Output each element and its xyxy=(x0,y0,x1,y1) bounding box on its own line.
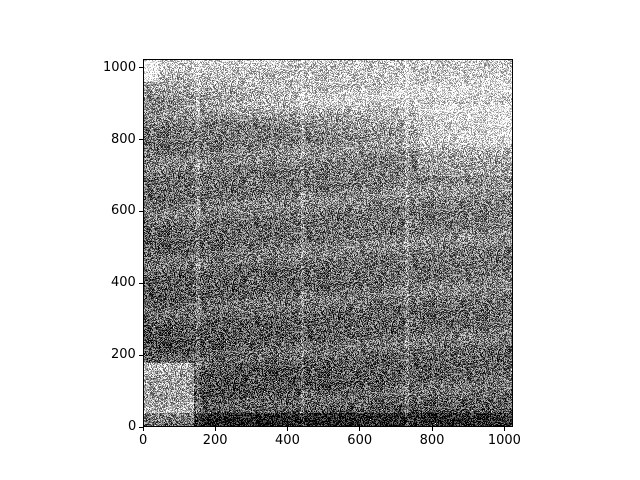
x-tick xyxy=(214,427,216,431)
x-tick-label: 0 xyxy=(139,433,148,448)
x-tick-label: 1000 xyxy=(487,433,521,448)
y-tick xyxy=(139,426,143,428)
y-tick-label: 1000 xyxy=(103,59,137,75)
x-tick xyxy=(431,427,433,431)
x-tick xyxy=(359,427,361,431)
y-tick xyxy=(139,67,143,69)
x-tick-label: 600 xyxy=(347,433,373,448)
x-tick-label: 400 xyxy=(275,433,300,448)
y-tick-label: 400 xyxy=(111,275,136,291)
axes-frame xyxy=(143,59,513,427)
image-plot xyxy=(143,59,513,427)
y-tick xyxy=(139,354,143,356)
y-tick xyxy=(139,282,143,284)
x-tick-label: 200 xyxy=(202,433,228,448)
y-tick xyxy=(139,139,143,140)
x-tick-label: 800 xyxy=(419,433,445,448)
x-tick xyxy=(142,427,144,431)
x-tick xyxy=(287,427,289,431)
y-tick-label: 0 xyxy=(128,419,137,434)
y-tick xyxy=(139,210,143,212)
y-tick-label: 200 xyxy=(111,347,136,363)
y-tick-label: 800 xyxy=(111,131,136,147)
x-tick xyxy=(503,427,505,431)
y-tick-label: 600 xyxy=(111,203,136,219)
